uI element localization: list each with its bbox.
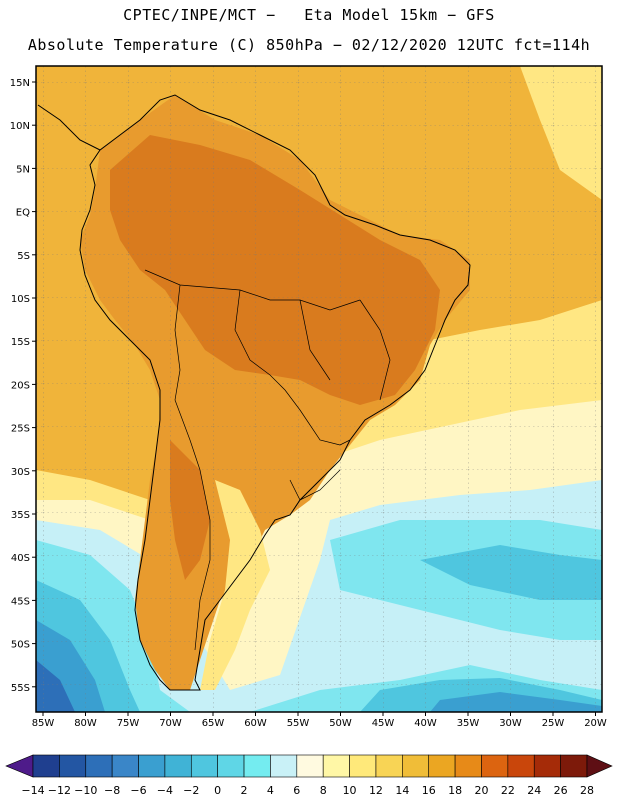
colorbar-label: 8 [320, 784, 327, 797]
colorbar-swatch [533, 754, 561, 778]
colorbar-label: 24 [527, 784, 541, 797]
lat-tick-label: 20S [11, 380, 30, 391]
colorbar-label: 18 [448, 784, 462, 797]
lat-tick-label: 55S [11, 683, 30, 694]
colorbar-label: −2 [183, 784, 199, 797]
colorbar-swatch [111, 754, 139, 778]
lat-tick-label: 35S [11, 510, 30, 521]
colorbar-label: 12 [369, 784, 383, 797]
lat-tick-label: 40S [11, 553, 30, 564]
colorbar-label: 20 [474, 784, 488, 797]
lon-tick-label: 70W [159, 718, 182, 729]
longitude-axis: 85W 80W 75W 70W 65W 60W 55W 50W 45W 40W 35W 30W 25W 2… [32, 712, 607, 729]
lat-tick-label: 45S [11, 596, 30, 607]
colorbar-label: 2 [241, 784, 248, 797]
colorbar-label: 6 [293, 784, 300, 797]
lon-tick-label: 80W [74, 718, 97, 729]
temperature-field [36, 66, 602, 712]
colorbar-swatch [243, 754, 271, 778]
colorbar-swatch [270, 754, 298, 778]
colorbar-label: −12 [48, 784, 71, 797]
colorbar-label: −8 [104, 784, 120, 797]
latitude-axis: 15N 10N 5N EQ 5S 10S 15S 20S 25S 30S 35S 40S 45S 50S 5… [10, 78, 36, 694]
colorbar-swatch [507, 754, 535, 778]
colorbar-label: 10 [343, 784, 357, 797]
lon-tick-label: 25W [542, 718, 565, 729]
colorbar-label: 26 [554, 784, 568, 797]
colorbar-swatch [296, 754, 324, 778]
lon-tick-label: 85W [32, 718, 55, 729]
colorbar-swatch [217, 754, 245, 778]
lat-tick-label: 25S [11, 424, 30, 435]
colorbar-swatch [481, 754, 509, 778]
lon-tick-label: 40W [414, 718, 437, 729]
colorbar: −14 −12 −10 −8 −6 −4 −2 0 2 4 6 8 10 12 14 16 18 20 22 24 26… [5, 754, 613, 797]
colorbar-swatch [375, 754, 403, 778]
colorbar-label: 28 [580, 784, 594, 797]
colorbar-label: −14 [21, 784, 44, 797]
colorbar-swatch [428, 754, 456, 778]
lat-tick-label: EQ [16, 208, 30, 219]
colorbar-swatch [164, 754, 192, 778]
lon-tick-label: 20W [584, 718, 607, 729]
colorbar-label: 14 [395, 784, 409, 797]
lon-tick-label: 30W [499, 718, 522, 729]
lat-tick-label: 5N [16, 164, 30, 175]
plot-frame [35, 65, 603, 713]
lon-tick-label: 50W [329, 718, 352, 729]
map-title-line1: CPTEC/INPE/MCT − Eta Model 15km − GFS [123, 6, 495, 24]
colorbar-label: −4 [157, 784, 173, 797]
colorbar-swatch [85, 754, 113, 778]
lat-tick-label: 10S [11, 294, 30, 305]
coastline [37, 94, 471, 691]
lon-tick-label: 65W [202, 718, 225, 729]
colorbar-swatch [560, 754, 588, 778]
colorbar-swatch [402, 754, 430, 778]
lon-tick-label: 45W [372, 718, 395, 729]
lat-tick-label: 10N [10, 121, 30, 132]
colorbar-swatch [190, 754, 218, 778]
colorbar-swatch [349, 754, 377, 778]
lat-tick-label: 5S [17, 251, 30, 262]
colorbar-label: 4 [267, 784, 274, 797]
lat-tick-label: 30S [11, 467, 30, 478]
lon-tick-label: 60W [244, 718, 267, 729]
colorbar-label: 16 [422, 784, 436, 797]
lon-tick-label: 75W [117, 718, 140, 729]
colorbar-swatch [454, 754, 482, 778]
lat-tick-label: 50S [11, 640, 30, 651]
colorbar-label: −6 [130, 784, 146, 797]
colorbar-label: 0 [214, 784, 221, 797]
lat-tick-label: 15N [10, 78, 30, 89]
colorbar-under-arrow [5, 754, 34, 778]
country-borders [144, 269, 391, 651]
lon-tick-label: 35W [457, 718, 480, 729]
colorbar-over-arrow [586, 754, 613, 778]
colorbar-swatch [59, 754, 87, 778]
map-title-line2: Absolute Temperature (C) 850hPa − 02/12/… [27, 36, 591, 54]
colorbar-swatch [32, 754, 60, 778]
colorbar-label: 22 [501, 784, 515, 797]
lon-tick-label: 55W [287, 718, 310, 729]
colorbar-swatch [322, 754, 350, 778]
colorbar-swatch [138, 754, 166, 778]
lat-tick-label: 15S [11, 337, 30, 348]
colorbar-label: −10 [74, 784, 97, 797]
